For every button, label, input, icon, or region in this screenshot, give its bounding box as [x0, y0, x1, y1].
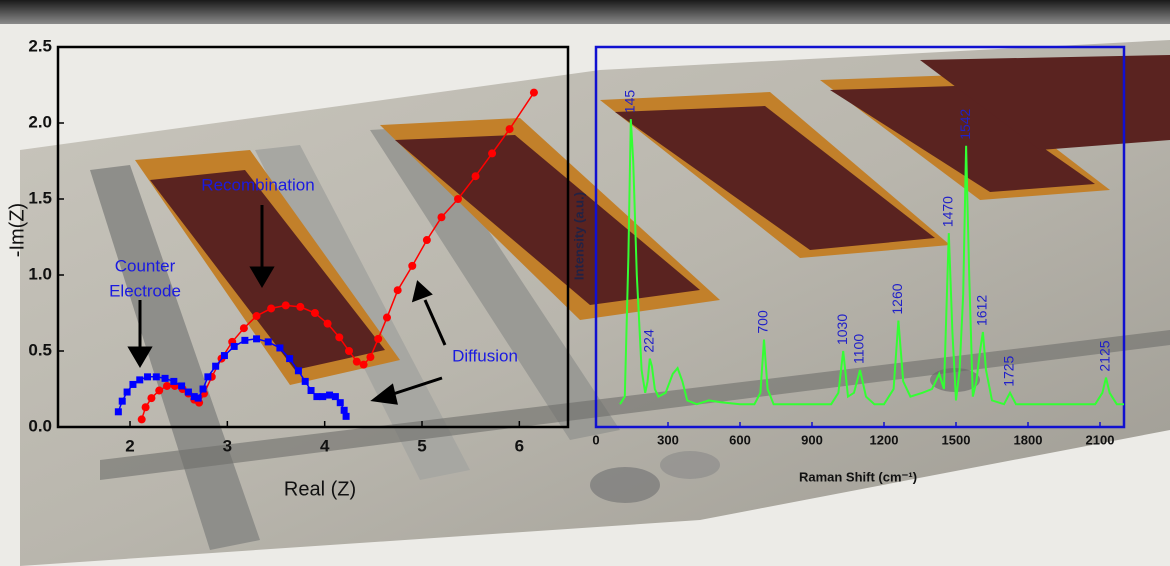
peak-label: 145 — [622, 90, 638, 114]
x-tick-label: 2100 — [1086, 432, 1115, 447]
point — [204, 373, 211, 380]
point — [195, 395, 202, 402]
point — [144, 373, 151, 380]
point — [124, 389, 131, 396]
point — [343, 413, 350, 420]
peak-label: 224 — [640, 329, 656, 353]
point — [241, 337, 248, 344]
y-tick-label: 1.5 — [28, 188, 52, 207]
point — [374, 335, 382, 343]
point — [200, 386, 207, 393]
point — [302, 378, 309, 385]
point — [240, 324, 248, 332]
point — [337, 399, 344, 406]
point — [221, 352, 228, 359]
point — [335, 333, 343, 341]
point — [296, 303, 304, 311]
annotation: Diffusion — [452, 346, 518, 365]
point — [308, 387, 315, 394]
point — [530, 89, 538, 97]
figure: 0.0 0.5 1.0 1.5 2.0 2.5 2 3 4 5 6 Real (Z) -Im(Z) Rec… — [0, 0, 1170, 566]
x-tick-label: 1500 — [942, 432, 971, 447]
x-tick-label: 3 — [223, 436, 232, 455]
x-axis-label: Real (Z) — [284, 478, 356, 500]
point — [138, 415, 146, 423]
point — [345, 347, 353, 355]
y-tick-label: 2.0 — [28, 112, 52, 131]
peak-label: 1030 — [834, 314, 850, 345]
point — [332, 393, 339, 400]
y-axis-label: -Im(Z) — [6, 203, 28, 257]
point — [119, 398, 126, 405]
point — [394, 286, 402, 294]
y-tick-label: 2.5 — [28, 36, 52, 55]
point — [454, 195, 462, 203]
point — [319, 393, 326, 400]
point — [366, 353, 374, 361]
point — [267, 304, 275, 312]
point — [488, 149, 496, 157]
point — [423, 236, 431, 244]
point — [324, 320, 332, 328]
y-tick-label: 1.0 — [28, 264, 52, 283]
point — [253, 312, 261, 320]
peak-label: 1612 — [974, 295, 990, 326]
annotation: Electrode — [109, 281, 181, 300]
point — [408, 262, 416, 270]
point — [353, 358, 361, 366]
x-axis-label: Raman Shift (cm⁻¹) — [799, 469, 917, 484]
point — [276, 344, 283, 351]
peak-label: 1260 — [889, 283, 905, 314]
point — [360, 361, 368, 369]
x-tick-label: 5 — [417, 436, 426, 455]
point — [265, 338, 272, 345]
page: 0.0 0.5 1.0 1.5 2.0 2.5 2 3 4 5 6 Real (Z) -Im(Z) Rec… — [0, 0, 1170, 566]
x-tick-label: 300 — [657, 432, 679, 447]
peak-label: 2125 — [1097, 340, 1113, 371]
point — [253, 335, 260, 342]
point — [129, 381, 136, 388]
x-tick-label: 1200 — [870, 432, 899, 447]
point — [212, 363, 219, 370]
point — [153, 373, 160, 380]
x-tick-label: 900 — [801, 432, 823, 447]
peak-label: 1100 — [851, 334, 867, 364]
x-tick-label: 2 — [125, 436, 134, 455]
x-tick-label: 6 — [515, 436, 524, 455]
x-tick-label: 1800 — [1014, 432, 1043, 447]
x-tick-label: 4 — [320, 436, 330, 455]
peak-label: 700 — [755, 310, 771, 334]
point — [341, 407, 348, 414]
y-tick-label: 0.0 — [28, 416, 52, 435]
point — [437, 213, 445, 221]
point — [311, 309, 319, 317]
point — [142, 403, 150, 411]
point — [147, 394, 155, 402]
point — [162, 375, 169, 382]
point — [163, 382, 171, 390]
point — [383, 314, 391, 322]
point — [286, 355, 293, 362]
x-tick-label: 600 — [729, 432, 751, 447]
annotation: Counter — [115, 256, 176, 275]
point — [506, 125, 514, 133]
y-axis-label: Intensity (a.u.) — [571, 192, 586, 280]
point — [282, 301, 290, 309]
peak-label: 1542 — [957, 108, 973, 139]
x-tick-label: 0 — [592, 432, 599, 447]
point — [295, 367, 302, 374]
annotation: Recombination — [201, 175, 314, 194]
point — [136, 376, 143, 383]
peak-label: 1470 — [940, 196, 956, 227]
point — [155, 387, 163, 395]
point — [170, 378, 177, 385]
peak-label: 1725 — [1001, 355, 1017, 386]
point — [472, 172, 480, 180]
point — [178, 382, 185, 389]
y-tick-label: 0.5 — [28, 340, 52, 359]
point — [115, 408, 122, 415]
point — [231, 343, 238, 350]
